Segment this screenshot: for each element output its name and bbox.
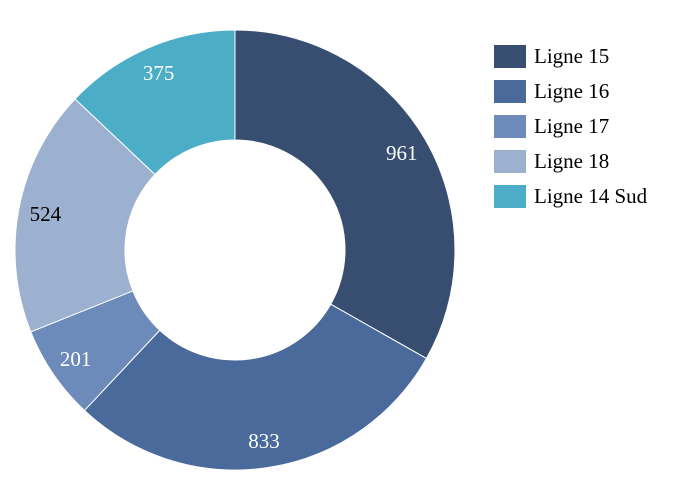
legend: Ligne 15 Ligne 16 Ligne 17 Ligne 18 Ligne 14… [494, 39, 647, 214]
donut-slice-ligne-14-sud [74, 29, 236, 176]
data-label: 375 [143, 61, 175, 85]
donut-slice-ligne-18 [14, 98, 156, 333]
data-label: 833 [248, 429, 280, 453]
legend-item: Ligne 15 [494, 39, 647, 74]
legend-label: Ligne 18 [534, 149, 610, 173]
legend-swatch [494, 185, 526, 208]
legend-item: Ligne 16 [494, 74, 647, 109]
legend-swatch [494, 45, 526, 68]
data-label: 961 [386, 141, 418, 165]
donut-slice-ligne-16 [83, 303, 428, 471]
donut-slice-ligne-15 [234, 29, 456, 360]
legend-item: Ligne 17 [494, 109, 647, 144]
legend-swatch [494, 115, 526, 138]
legend-label: Ligne 16 [534, 79, 610, 103]
legend-swatch [494, 150, 526, 173]
legend-swatch [494, 80, 526, 103]
legend-item: Ligne 18 [494, 144, 647, 179]
legend-label: Ligne 14 Sud [534, 184, 648, 208]
data-label: 524 [30, 202, 62, 226]
data-label: 201 [60, 347, 92, 371]
legend-item: Ligne 14 Sud [494, 179, 647, 214]
legend-label: Ligne 15 [534, 44, 610, 68]
legend-label: Ligne 17 [534, 114, 610, 138]
